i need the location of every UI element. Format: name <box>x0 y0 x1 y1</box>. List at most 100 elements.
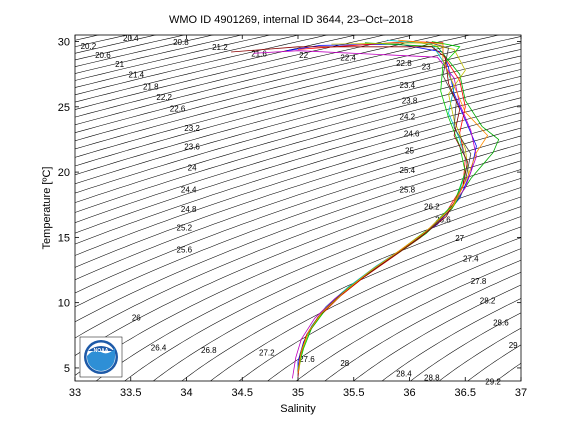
chart-title: WMO ID 4901269, internal ID 3644, 23–Oct… <box>169 14 413 26</box>
x-tick-label: 34 <box>180 387 192 399</box>
density-contour <box>75 36 521 150</box>
profile-line <box>297 41 466 370</box>
x-axis: 33 33.5 34 34.5 35 35.5 36 36.5 37 <box>69 35 527 399</box>
density-contour <box>75 35 100 41</box>
contour-label: 25.6 <box>177 246 193 255</box>
contour-label: 27.4 <box>463 255 479 264</box>
contour-label: 27.6 <box>299 355 315 364</box>
contour-label: 22 <box>299 51 308 60</box>
contour-label: 24.6 <box>404 129 420 138</box>
density-contour <box>353 284 521 381</box>
profile-line <box>297 42 500 371</box>
density-contour <box>324 272 521 381</box>
y-tick-label: 25 <box>58 102 70 114</box>
density-contour <box>75 169 521 356</box>
density-contour <box>75 90 521 223</box>
density-contour <box>152 206 521 381</box>
contour-label: 21.4 <box>129 71 145 80</box>
contour-label: 27.8 <box>471 277 487 286</box>
contour-label: 26.6 <box>435 216 451 225</box>
contour-label: 24.4 <box>181 186 197 195</box>
density-contour <box>181 216 521 381</box>
contour-label: 24.2 <box>400 112 416 121</box>
density-contour <box>75 135 521 294</box>
density-contours <box>75 29 576 388</box>
noaa-logo: NOAA <box>79 336 123 378</box>
contour-label: 26.4 <box>151 344 167 353</box>
y-tick-label: 5 <box>64 363 70 375</box>
y-tick-label: 10 <box>58 298 70 310</box>
density-contour <box>75 76 521 203</box>
contour-label: 22.2 <box>156 93 172 102</box>
density-contour <box>75 97 521 234</box>
density-contour <box>75 35 386 110</box>
contour-label: 21.2 <box>212 43 228 52</box>
contour-label: 26 <box>132 313 141 322</box>
contour-label: 28.8 <box>424 374 440 383</box>
contour-label: 27 <box>455 234 464 243</box>
contour-label: 20.8 <box>173 38 189 47</box>
density-contour <box>495 362 521 381</box>
contour-label: 28 <box>340 359 349 368</box>
density-contour <box>75 35 129 48</box>
density-contour <box>95 187 521 381</box>
contour-label: 28.4 <box>396 370 412 379</box>
density-contour <box>75 35 443 126</box>
density-contour <box>238 237 521 381</box>
contour-label: 25 <box>405 146 414 155</box>
density-contour <box>75 35 415 118</box>
density-contour <box>75 35 215 67</box>
y-axis: 5 10 15 20 25 30 <box>58 37 521 375</box>
y-axis-label: Temperature [ºC] <box>41 167 53 250</box>
contour-label: 22.4 <box>340 54 356 63</box>
contour-label: 27.2 <box>259 349 275 358</box>
contour-label: 22.6 <box>170 105 186 114</box>
density-contour <box>467 344 521 381</box>
density-contour <box>75 152 521 323</box>
contour-label: 23.8 <box>402 97 418 106</box>
contour-label: 23.4 <box>400 81 416 90</box>
density-contour <box>75 127 521 281</box>
density-contour <box>75 69 521 194</box>
y-tick-label: 30 <box>58 37 70 49</box>
contour-label: 23.2 <box>184 124 200 133</box>
svg-text:NOAA: NOAA <box>94 348 109 354</box>
density-contour <box>75 104 521 245</box>
contour-label: 26.2 <box>424 202 440 211</box>
contour-label: 23.6 <box>184 142 200 151</box>
contour-label: 23 <box>422 63 431 72</box>
x-tick-label: 35 <box>292 387 304 399</box>
contour-label: 28.2 <box>480 297 496 306</box>
contour-label: 25.2 <box>177 223 193 232</box>
x-axis-label: Salinity <box>280 403 316 415</box>
density-contour <box>75 35 472 133</box>
contour-label: 21.8 <box>143 82 159 91</box>
density-contour <box>124 196 521 381</box>
density-contour <box>75 49 521 167</box>
y-tick-label: 20 <box>58 167 70 179</box>
density-contour <box>75 35 357 103</box>
density-contour <box>75 112 521 256</box>
contour-label: 25.4 <box>400 166 416 175</box>
contour-label: 20.6 <box>95 51 111 60</box>
profile-line <box>297 39 489 374</box>
contour-label: 25.8 <box>400 186 416 195</box>
profile-line <box>297 41 466 374</box>
profile-line <box>253 50 477 379</box>
x-tick-label: 36.5 <box>455 387 476 399</box>
density-contour <box>545 29 576 388</box>
contour-label: 29 <box>509 341 518 350</box>
density-contour <box>75 83 521 213</box>
density-contour <box>75 160 521 339</box>
density-contour <box>75 119 521 268</box>
contour-label: 29.2 <box>485 377 501 386</box>
profile-lines <box>231 39 500 379</box>
contour-label: 24.8 <box>181 205 197 214</box>
density-contour <box>75 42 521 158</box>
contour-label: 24 <box>188 163 197 172</box>
contour-label: 21.6 <box>251 50 267 59</box>
contour-label: 21 <box>115 60 124 69</box>
x-tick-label: 34.5 <box>232 387 253 399</box>
x-tick-label: 35.5 <box>343 387 364 399</box>
